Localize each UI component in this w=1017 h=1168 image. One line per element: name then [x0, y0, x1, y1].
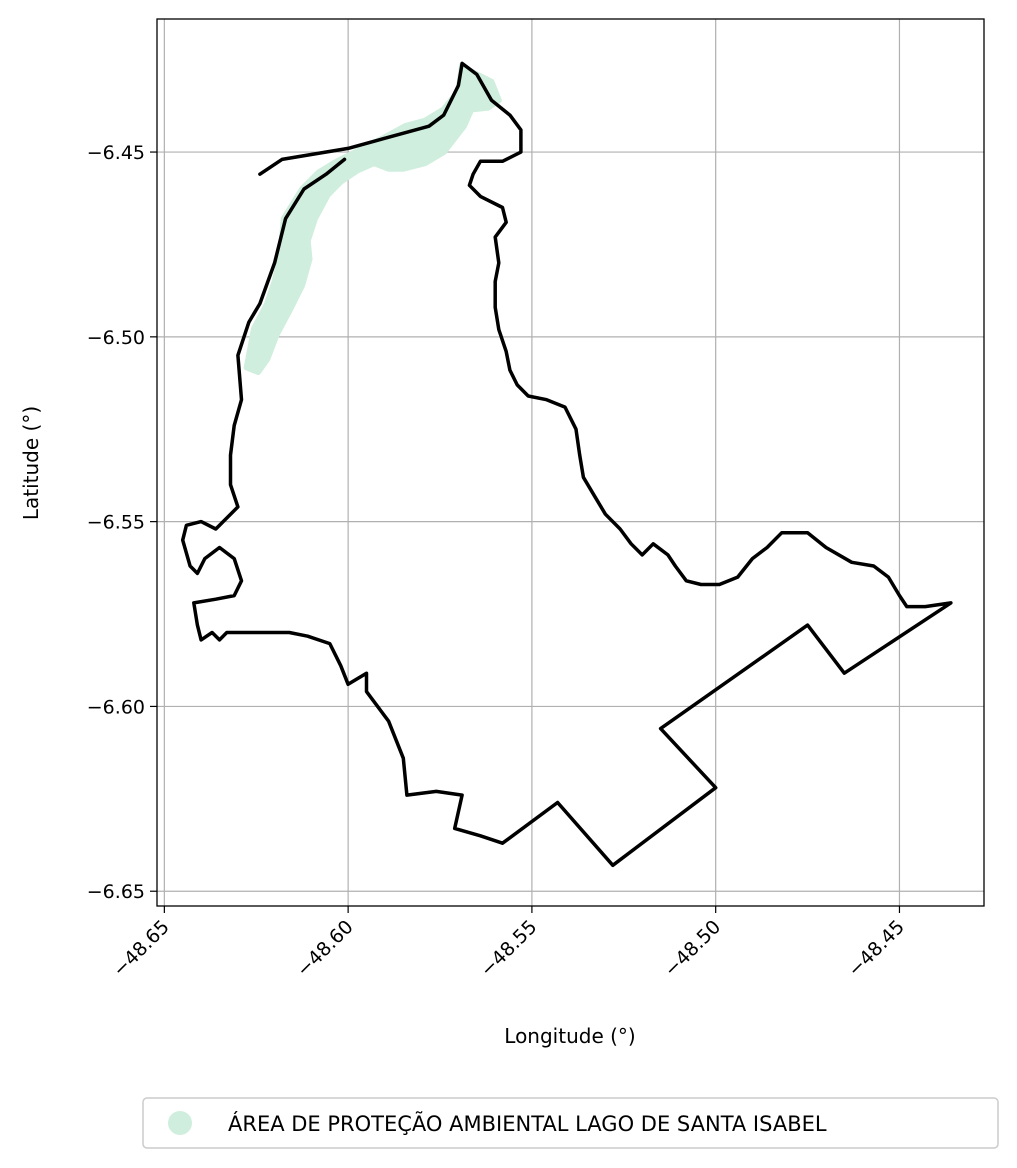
- x-tick-label: −48.50: [660, 916, 725, 981]
- protected-area-polygon: [243, 62, 502, 375]
- y-tick-label: −6.65: [87, 881, 145, 903]
- protected-area-layer: [243, 62, 502, 375]
- legend: ÁREA DE PROTEÇÃO AMBIENTAL LAGO DE SANTA…: [142, 1097, 999, 1149]
- plot-frame: [156, 18, 985, 907]
- y-tick-label: −6.55: [87, 512, 145, 534]
- plot-area: [157, 19, 984, 906]
- x-axis-ticks: −48.65 −48.60 −48.55 −48.50 −48.45: [109, 906, 909, 981]
- x-tick-label: −48.65: [109, 916, 174, 981]
- legend-swatch: [168, 1111, 192, 1135]
- boundary-layer: [180, 61, 953, 868]
- x-axis-label: Longitude (°): [504, 1024, 635, 1048]
- boundary-outline: [180, 61, 953, 868]
- y-axis-ticks: −6.45 −6.50 −6.55 −6.60 −6.65: [87, 142, 157, 903]
- y-tick-label: −6.50: [87, 327, 145, 349]
- x-tick-label: −48.60: [292, 916, 357, 981]
- grid: [157, 19, 984, 906]
- y-axis-label: Latitude (°): [19, 406, 43, 520]
- legend-box: [142, 1097, 999, 1149]
- legend-label: ÁREA DE PROTEÇÃO AMBIENTAL LAGO DE SANTA…: [228, 1110, 827, 1136]
- x-tick-label: −48.55: [476, 916, 541, 981]
- y-tick-label: −6.60: [87, 696, 145, 718]
- y-tick-label: −6.45: [87, 142, 145, 164]
- x-tick-label: −48.45: [844, 916, 909, 981]
